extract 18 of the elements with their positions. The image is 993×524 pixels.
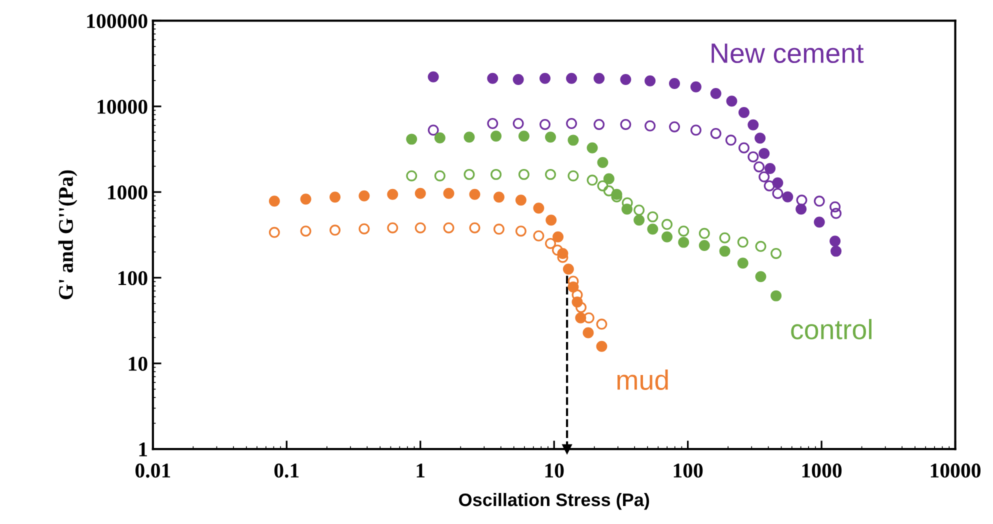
y-tick-label: 10 [128,356,148,371]
y-tick-label: 1000 [108,185,148,200]
x-tick-label: 1000 [802,464,842,478]
y-axis-title: G' and G''(Pa) [58,170,78,300]
y-tick-label: 1 [139,442,147,456]
x-tick-label: 10 [545,464,564,478]
series-label: mud [617,370,668,390]
x-tick-label: 0.01 [135,464,170,478]
y-tick-label: 100000 [87,14,148,28]
x-tick-label: 10000 [930,464,981,478]
series-label: New cement [712,44,864,64]
y-tick-label: 100 [118,271,148,286]
x-axis-title: Oscillation Stress (Pa) [459,492,650,510]
y-tick-label: 10000 [98,100,148,114]
x-tick-label: 1 [416,464,424,478]
series-label: control [791,318,872,340]
x-tick-label: 0.1 [274,464,299,478]
x-tick-label: 100 [674,464,703,478]
